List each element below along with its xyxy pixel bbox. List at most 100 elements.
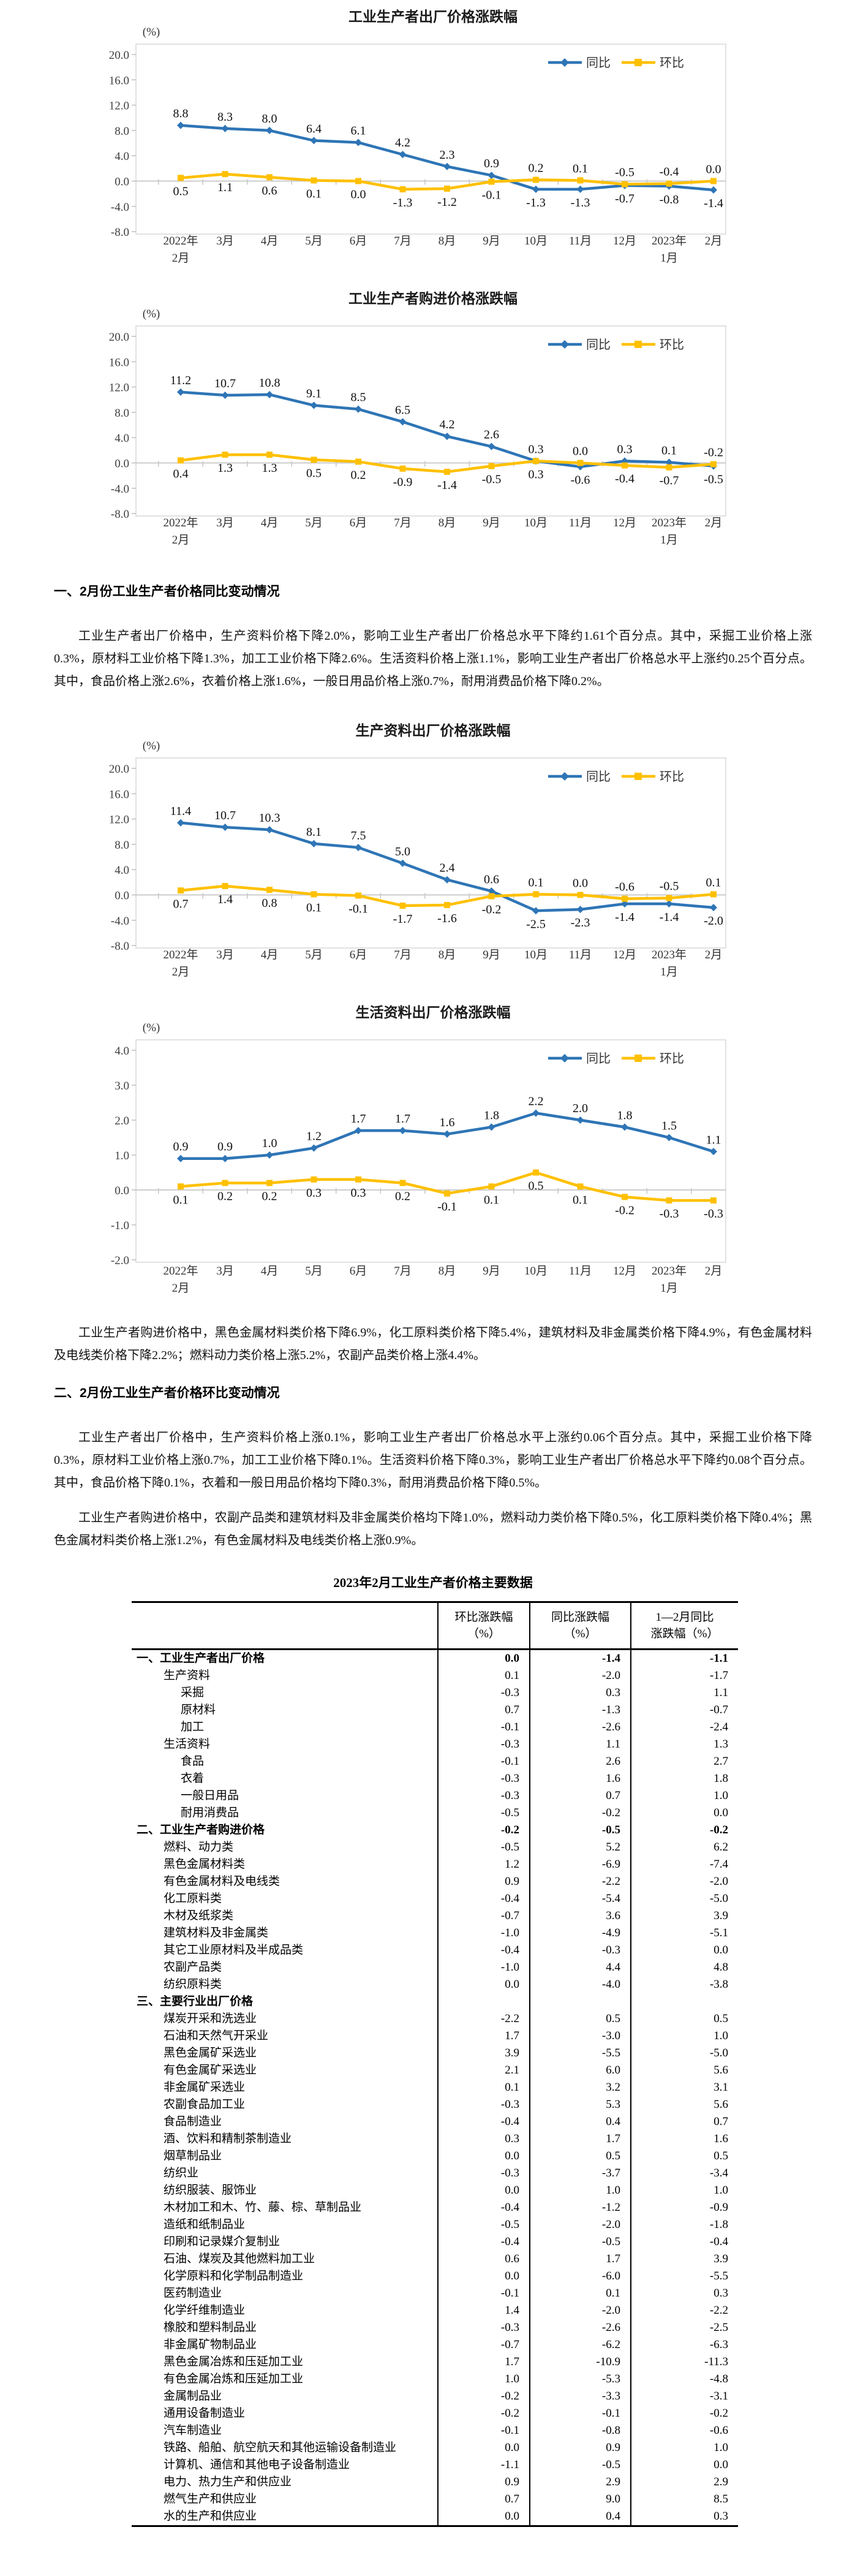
row-value: -0.4 (437, 2113, 530, 2131)
chart-title: 生活资料出厂价格涨跌幅 (355, 1004, 511, 1020)
x-category-label: 10月 (524, 949, 548, 961)
data-label: 2.3 (440, 148, 455, 162)
table-row: 黑色金属冶炼和压延加工业 1.7 -10.9 -11.3 (132, 2354, 738, 2371)
y-axis-unit: (%) (143, 740, 160, 752)
x-category-label: 3月 (216, 1265, 234, 1278)
data-label: 10.3 (259, 811, 281, 825)
data-point (532, 1109, 540, 1117)
row-label: 耐用消费品 (181, 1806, 239, 1819)
chart-legend: 同比 环比 (548, 56, 684, 70)
data-point (444, 902, 450, 909)
row-value: -5.4 (529, 1890, 631, 1907)
series-同比 (177, 1109, 717, 1162)
data-label: 4.2 (395, 136, 410, 150)
data-point (221, 124, 229, 132)
data-label: 6.1 (351, 124, 366, 138)
legend-label: 环比 (660, 338, 684, 352)
table-row: 农副产品类 -1.0 4.4 4.8 (132, 1959, 738, 1976)
row-label: 一、工业生产者出厂价格 (137, 1652, 265, 1665)
x-category-label: 6月 (350, 517, 367, 529)
row-value: 1.6 (529, 1770, 631, 1787)
x-category-label: 7月 (394, 235, 412, 248)
table-row: 二、工业生产者购进价格 -0.2 -0.5 -0.2 (132, 1822, 738, 1839)
table-row: 建筑材料及非金属类 -1.0 -4.9 -5.1 (132, 1925, 738, 1942)
data-point (533, 1169, 539, 1176)
x-category-label: 5月 (305, 517, 323, 529)
data-point (533, 891, 539, 898)
row-value: -0.7 (437, 1907, 530, 1925)
row-value: 2.1 (437, 2062, 530, 2079)
row-value: 9.0 (529, 2491, 631, 2508)
row-label: 一般日用品 (181, 1789, 239, 1802)
data-point (666, 180, 672, 187)
legend-marker-diamond (560, 58, 569, 67)
table-row: 一般日用品 -0.3 0.7 1.0 (132, 1787, 738, 1805)
data-label: 0.3 (529, 442, 544, 456)
data-label: 0.1 (573, 162, 588, 175)
row-value: 3.9 (630, 2251, 738, 2268)
table-row: 生活资料 -0.3 1.1 1.3 (132, 1736, 738, 1753)
chart-legend: 同比 环比 (548, 338, 684, 352)
data-point (621, 1123, 628, 1131)
table-row: 有色金属冶炼和压延加工业 1.0 -5.3 -4.8 (132, 2371, 738, 2388)
row-value: 0.3 (630, 2508, 738, 2526)
chart-title: 工业生产者购进价格涨跌幅 (348, 290, 518, 306)
table-row: 食品制造业 -0.4 0.4 0.7 (132, 2113, 738, 2131)
legend-marker-square (634, 341, 642, 348)
x-category-label: 4月 (261, 517, 279, 529)
x-category-label: 11月 (569, 235, 592, 248)
data-point (665, 1134, 673, 1142)
row-value: -0.2 (437, 2405, 530, 2422)
data-label: 1.0 (262, 1137, 277, 1150)
x-category-label: 2月 (705, 235, 723, 248)
data-label: 0.1 (484, 1193, 499, 1207)
data-point (177, 121, 184, 129)
row-label: 通用设备制造业 (164, 2407, 246, 2420)
row-label: 造纸和纸制品业 (164, 2218, 246, 2231)
data-point (710, 186, 717, 194)
data-label: -0.2 (615, 1203, 634, 1217)
data-label: -1.3 (526, 196, 546, 210)
table-row: 非金属矿物制品业 -0.7 -6.2 -6.3 (132, 2336, 738, 2354)
y-tick-label: -8.0 (111, 508, 129, 521)
data-point (355, 458, 361, 465)
row-value: -1.1 (437, 2457, 530, 2474)
row-value: 0.0 (437, 1649, 530, 1667)
x-category-label: 2022年 (163, 516, 198, 529)
table-row: 橡胶和塑料制品业 -0.3 -2.6 -2.5 (132, 2319, 738, 2336)
x-category-label: 2023年 (652, 948, 687, 961)
y-tick-label: 8.0 (115, 125, 129, 138)
x-category-label: 9月 (483, 949, 500, 961)
x-category-label: 9月 (483, 1265, 500, 1278)
x-category-label: 2月 (172, 1282, 190, 1295)
data-point (622, 181, 628, 188)
row-value: -2.2 (630, 2302, 738, 2319)
data-label: 0.8 (262, 896, 277, 910)
x-category-label: 7月 (394, 1265, 412, 1278)
row-value: -0.2 (630, 1822, 738, 1839)
data-label: 2.6 (484, 428, 499, 442)
row-label: 金属制品业 (164, 2390, 222, 2403)
legend-label: 同比 (586, 1051, 611, 1066)
x-category-label: 6月 (350, 1265, 367, 1278)
row-value: -0.3 (437, 1736, 530, 1753)
legend-label: 环比 (660, 56, 684, 70)
data-point (399, 903, 406, 909)
x-category-label: 2023年 (652, 234, 687, 248)
row-label: 农副食品加工业 (164, 2098, 246, 2111)
row-value: -0.3 (437, 2319, 530, 2336)
row-value: -5.0 (630, 2045, 738, 2062)
data-point (310, 1144, 318, 1152)
row-label: 有色金属材料及电线类 (164, 1875, 281, 1888)
y-axis-unit: (%) (143, 308, 160, 320)
table-body: 一、工业生产者出厂价格 0.0 -1.4 -1.1 生产资料 0.1 -2.0 -1.7 采掘 -… (132, 1649, 738, 2526)
data-point (488, 172, 495, 180)
row-value: 1.7 (437, 2028, 530, 2045)
row-label: 非金属矿物制品业 (164, 2338, 257, 2351)
table-row: 计算机、通信和其他电子设备制造业 -1.1 -0.5 0.0 (132, 2457, 738, 2474)
row-value: -2.0 (529, 2216, 631, 2233)
table-row: 通用设备制造业 -0.2 -0.1 -0.2 (132, 2405, 738, 2422)
row-value: -5.5 (630, 2268, 738, 2285)
table-row: 加工 -0.1 -2.6 -2.4 (132, 1719, 738, 1736)
data-label: 1.8 (617, 1108, 633, 1122)
